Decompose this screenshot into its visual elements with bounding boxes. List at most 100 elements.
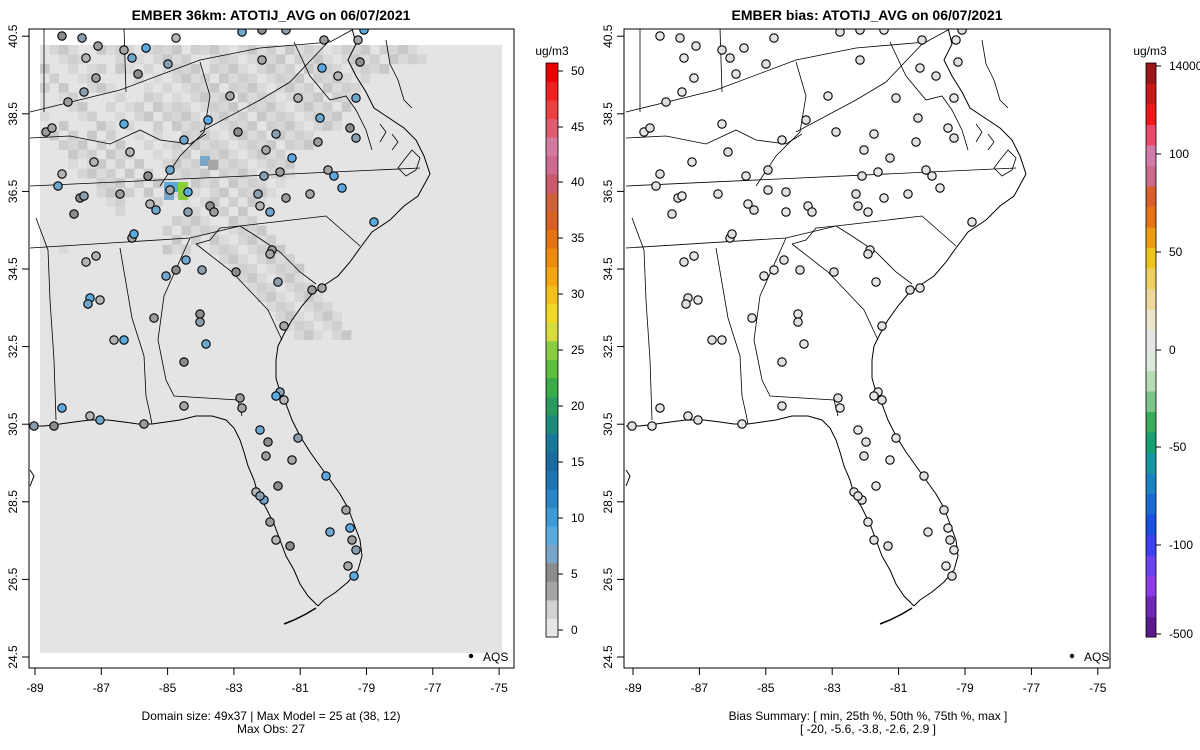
- left-colorbar-swatches: [546, 63, 558, 638]
- left-site-marker: [81, 257, 91, 267]
- left-site-marker: [77, 33, 87, 43]
- left-site-marker: [337, 183, 347, 193]
- left-plot-frame: [28, 28, 515, 669]
- left-colorbar-swatch: [546, 377, 558, 397]
- left-colorbar-tick-label: 40: [571, 175, 585, 189]
- model-grid-cell: [304, 45, 314, 55]
- model-grid-cell: [219, 254, 229, 264]
- model-grid-cell: [190, 45, 201, 55]
- left-x-tick-label: -77: [424, 681, 442, 695]
- model-grid-cell: [256, 64, 267, 74]
- model-grid-cell: [190, 130, 201, 141]
- model-grid-cell: [68, 140, 78, 150]
- model-grid-cell: [115, 140, 126, 150]
- left-site-marker: [95, 295, 105, 305]
- model-grid-cell: [360, 64, 371, 74]
- left-colorbar-swatch: [546, 137, 558, 157]
- left-colorbar-tick-label: 5: [571, 567, 578, 581]
- model-grid-cell: [238, 263, 248, 274]
- right-x-tick-label: -87: [691, 681, 709, 695]
- left-site-marker: [195, 309, 205, 319]
- model-grid-cell: [294, 73, 305, 84]
- model-grid-cell: [219, 92, 229, 103]
- model-grid-cell: [238, 45, 248, 55]
- model-grid-cell: [143, 83, 154, 93]
- left-colorbar-swatch: [546, 451, 558, 471]
- left-site-marker: [171, 33, 181, 43]
- model-grid-cell: [322, 83, 333, 93]
- left-site-marker: [53, 181, 63, 191]
- left-site-marker: [323, 165, 333, 175]
- left-y-tick-label: 34.5: [6, 257, 20, 281]
- model-grid-cell: [285, 273, 295, 283]
- model-grid-cell: [172, 149, 182, 160]
- right-colorbar-swatch: [1146, 391, 1156, 412]
- model-grid-cell: [247, 140, 258, 150]
- left-colorbar-swatch: [546, 248, 558, 268]
- right-site-marker: [949, 93, 959, 103]
- model-grid-cell: [275, 73, 286, 84]
- left-site-marker: [179, 135, 189, 145]
- left-colorbar: ug/m3 0 5 10 15 20 25 30 35 40 45 50: [535, 44, 585, 638]
- model-grid-cell: [209, 197, 220, 207]
- model-grid-cell: [181, 64, 192, 74]
- model-grid-cell: [266, 121, 276, 131]
- left-site-marker: [287, 455, 297, 465]
- model-grid-cell: [228, 168, 239, 179]
- left-site-marker: [341, 505, 351, 515]
- model-grid-cell: [285, 263, 295, 274]
- model-grid-cell: [209, 54, 220, 65]
- model-grid-cell: [247, 102, 258, 112]
- model-grid-cell: [228, 111, 239, 122]
- left-site-marker: [149, 313, 159, 323]
- model-grid-cell: [153, 45, 163, 55]
- model-grid-cell: [172, 140, 182, 150]
- right-site-marker: [723, 147, 733, 157]
- model-grid-cell: [341, 102, 352, 112]
- model-grid-cell: [341, 330, 352, 341]
- model-grid-cell: [266, 54, 276, 65]
- right-site-marker: [677, 87, 687, 97]
- right-site-marker: [949, 133, 959, 143]
- model-grid-cell: [285, 130, 295, 141]
- model-grid-cell: [106, 168, 116, 179]
- left-site-marker: [307, 285, 317, 295]
- right-site-marker: [935, 183, 945, 193]
- model-grid-cell: [162, 102, 173, 112]
- model-grid-cell: [200, 102, 210, 112]
- model-grid-cell: [181, 168, 192, 179]
- left-colorbar-tick-label: 20: [571, 399, 585, 413]
- right-colorbar-swatch: [1146, 555, 1156, 576]
- right-site-marker: [879, 29, 889, 35]
- right-site-marker: [851, 189, 861, 199]
- model-grid-cell: [275, 149, 286, 160]
- model-grid-cell: [304, 111, 314, 122]
- right-site-marker: [857, 171, 867, 181]
- model-grid-cell: [247, 168, 258, 179]
- left-site-marker: [145, 199, 155, 209]
- right-site-marker: [731, 69, 741, 79]
- model-grid-cell: [115, 64, 126, 74]
- left-footer-line2: Max Obs: 27: [237, 722, 305, 736]
- model-grid-cell: [172, 121, 182, 131]
- model-grid-cell: [238, 225, 248, 236]
- model-grid-cell: [332, 92, 342, 103]
- right-site-marker: [905, 285, 915, 295]
- model-grid-cell: [322, 102, 333, 112]
- right-colorbar-swatch: [1146, 575, 1156, 597]
- model-grid-cell: [68, 149, 78, 160]
- model-grid-cell: [266, 254, 276, 264]
- right-site-marker: [919, 471, 929, 481]
- model-grid-cell: [256, 159, 267, 169]
- model-grid-cell: [285, 254, 295, 264]
- left-site-marker: [369, 217, 379, 227]
- model-grid-cell: [285, 64, 295, 74]
- right-site-marker: [769, 265, 779, 275]
- right-site-marker: [777, 135, 787, 145]
- model-grid-cell-high: [208, 160, 218, 170]
- model-grid-cell: [219, 187, 229, 198]
- model-grid-cell: [275, 159, 286, 169]
- model-grid-cell: [228, 216, 239, 226]
- model-grid-cell: [124, 64, 135, 74]
- model-grid-cell: [40, 111, 50, 122]
